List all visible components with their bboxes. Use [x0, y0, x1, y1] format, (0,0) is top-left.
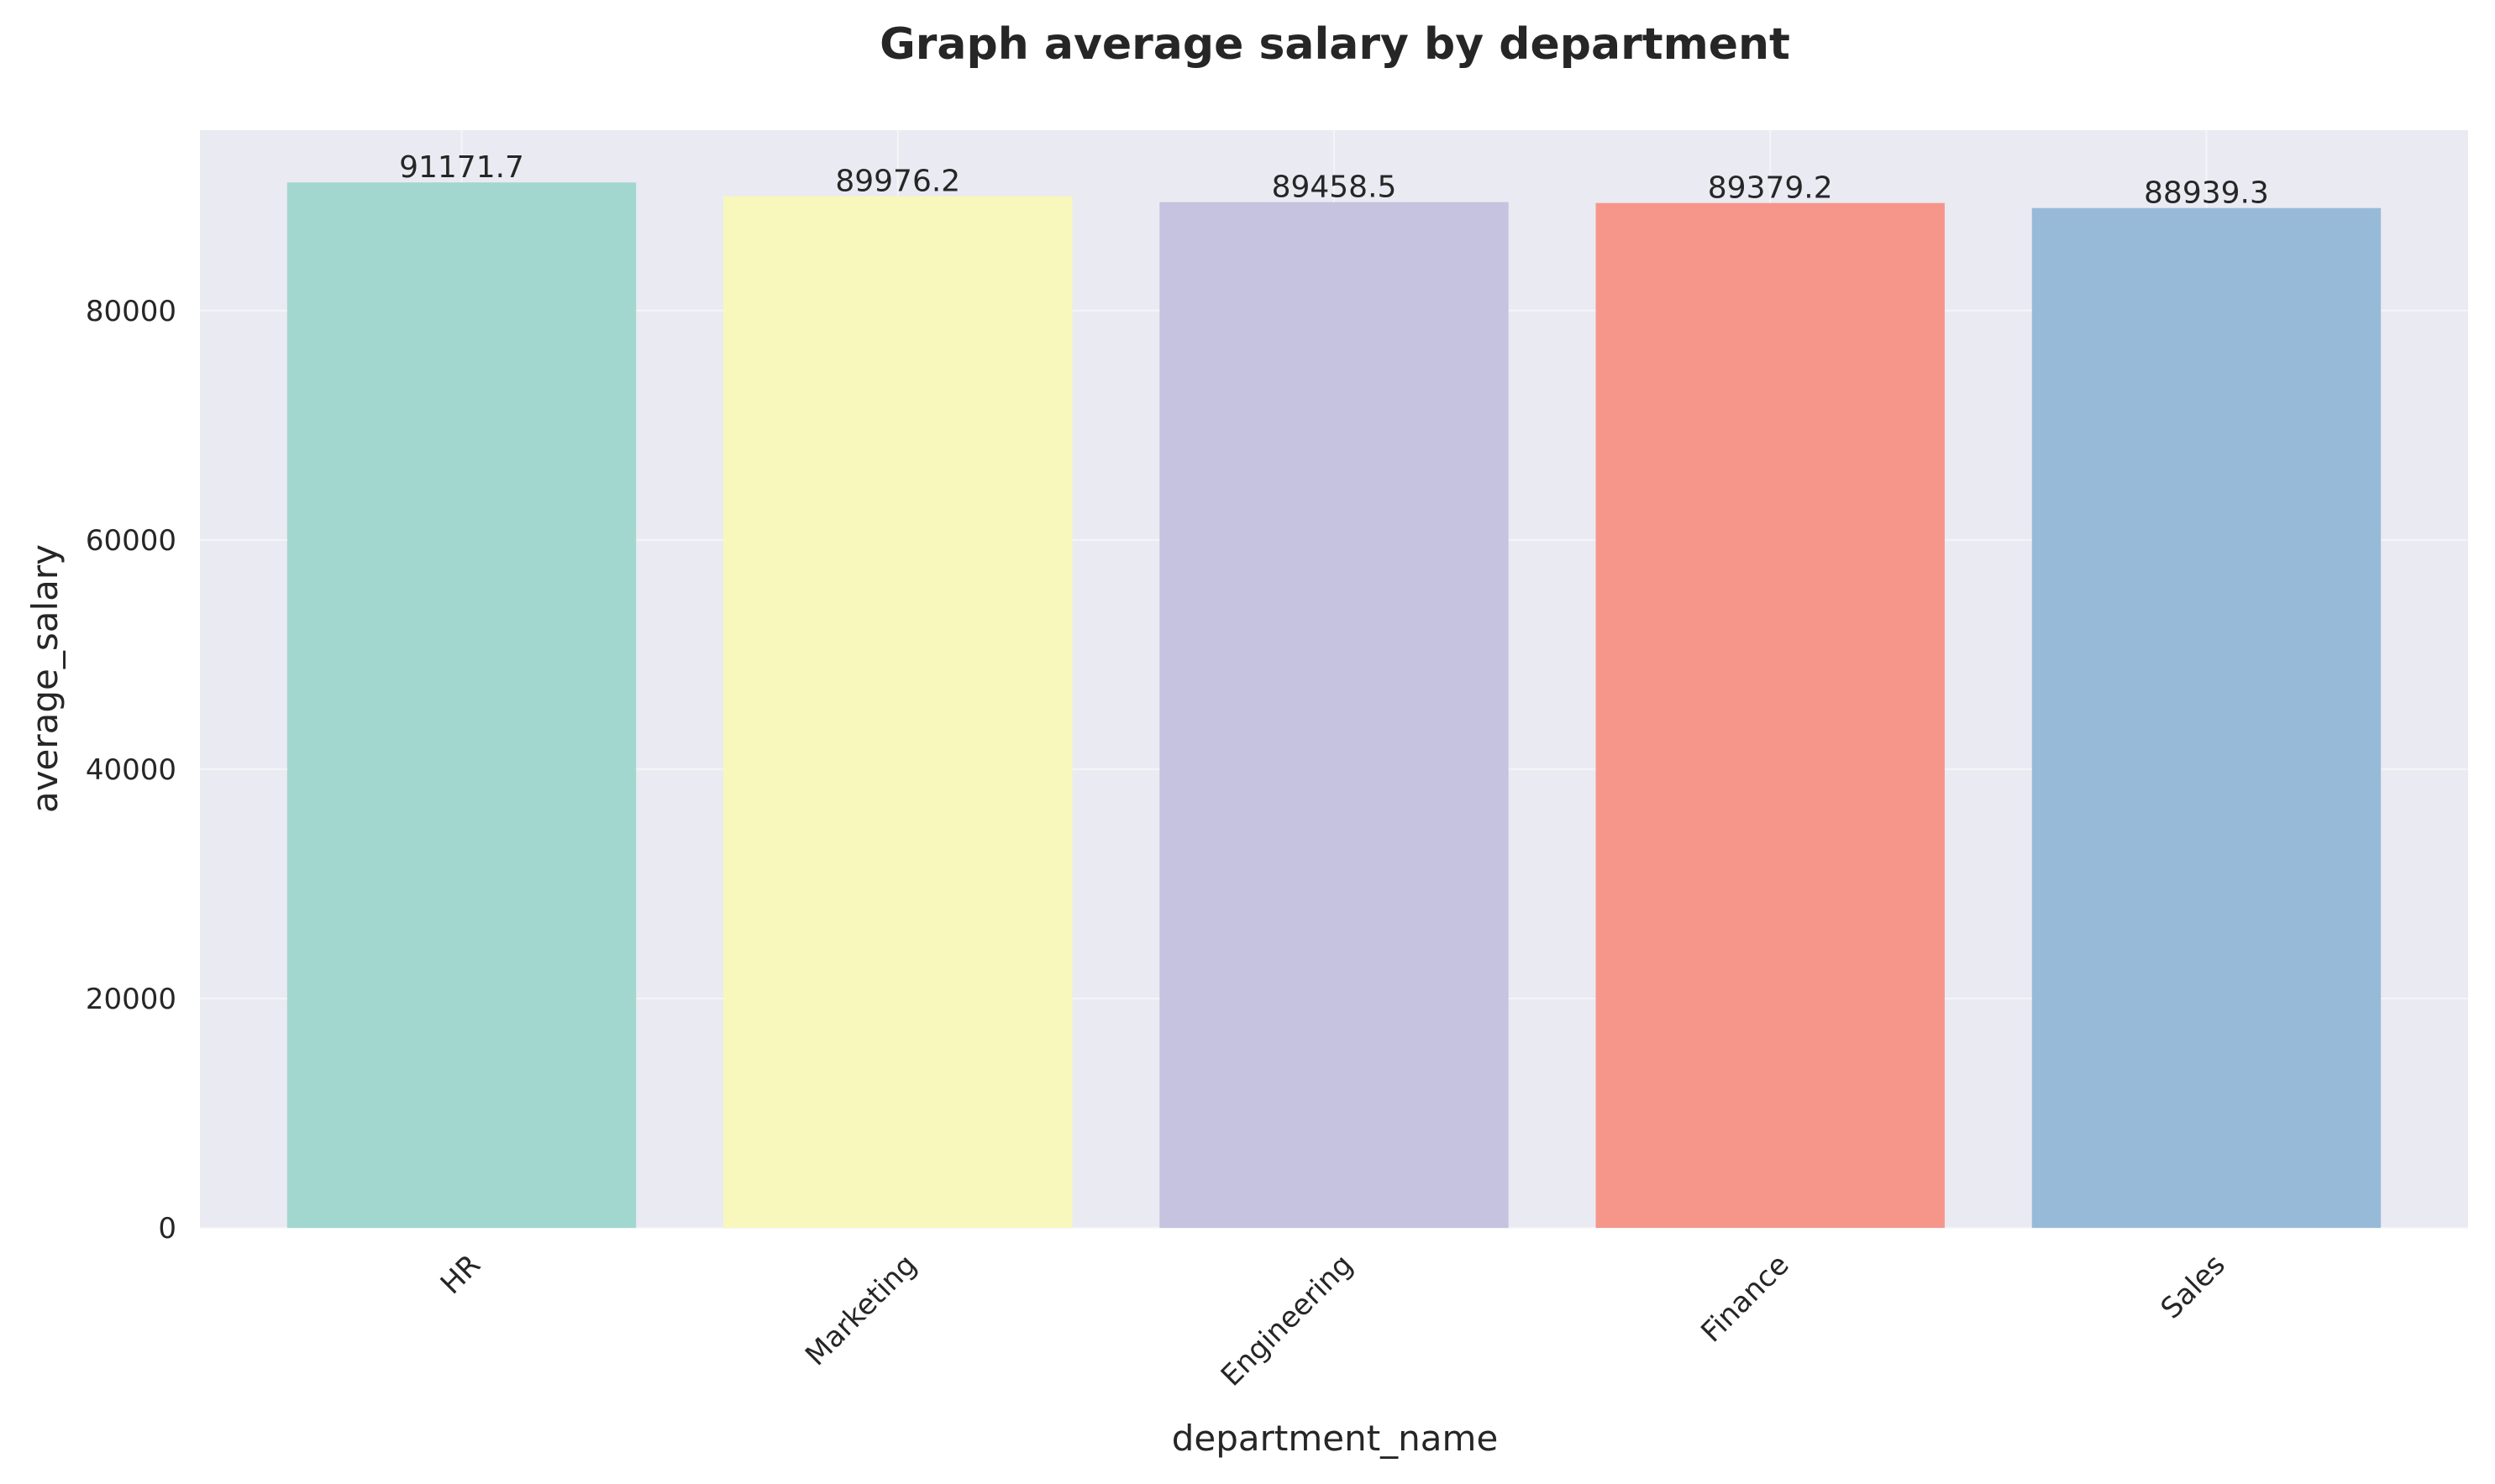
- data-label: 89458.5: [1272, 170, 1397, 205]
- chart-title: Graph average salary by department: [880, 19, 1790, 70]
- bar-hr: [286, 182, 637, 1229]
- bar-sales: [2031, 207, 2382, 1229]
- y-tick-label: 40000: [86, 753, 176, 787]
- y-tick-label: 20000: [86, 983, 176, 1016]
- data-labels: 91171.7 89976.2 89458.5 89379.2 88939.3: [399, 150, 2269, 210]
- bar-marketing: [723, 196, 1073, 1229]
- y-axis-label: average_salary: [24, 544, 66, 813]
- x-axis-label: department_name: [1172, 1418, 1499, 1459]
- data-label: 89976.2: [835, 165, 960, 199]
- y-tick-labels: 0 20000 40000 60000 80000: [86, 295, 176, 1245]
- bars: [286, 182, 2382, 1229]
- data-label: 88939.3: [2144, 176, 2269, 211]
- y-tick-label: 0: [158, 1212, 176, 1245]
- data-label: 91171.7: [399, 150, 524, 185]
- data-label: 89379.2: [1708, 171, 1833, 206]
- bar-engineering: [1159, 202, 1509, 1229]
- y-tick-label: 80000: [86, 295, 176, 328]
- y-tick-label: 60000: [86, 524, 176, 558]
- bar-finance: [1595, 202, 1945, 1228]
